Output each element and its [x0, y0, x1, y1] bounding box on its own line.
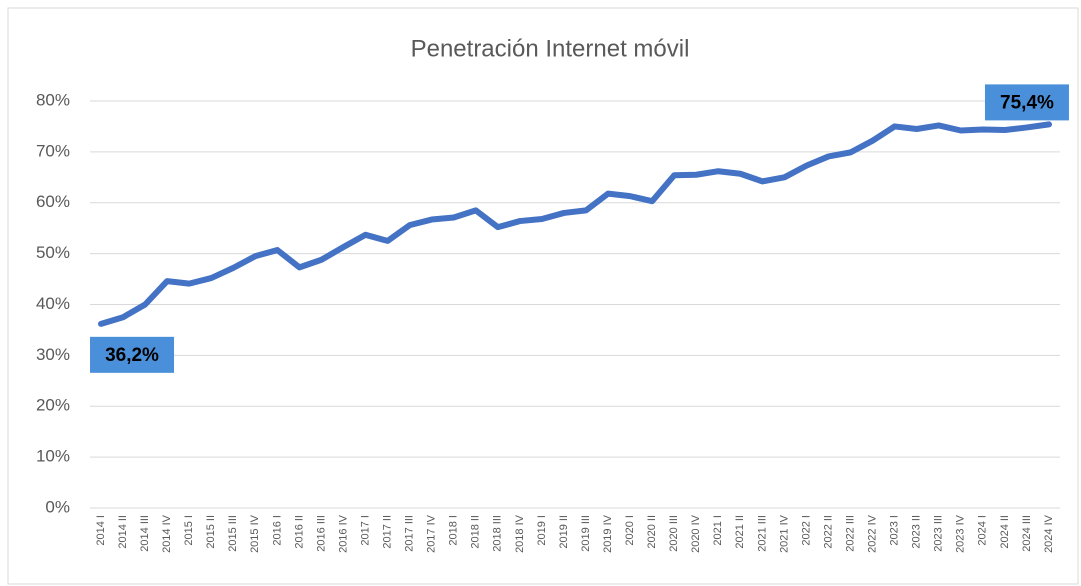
y-tick-label: 70% [36, 141, 70, 160]
data-label: 36,2% [105, 345, 159, 366]
x-tick-label: 2020 III [668, 515, 680, 552]
y-tick-label: 50% [36, 243, 70, 262]
x-tick-label: 2014 I [95, 515, 107, 546]
y-tick-label: 80% [36, 90, 70, 109]
x-tick-label: 2019 II [558, 515, 570, 549]
x-tick-label: 2016 IV [337, 514, 349, 553]
y-tick-label: 20% [36, 396, 70, 415]
x-tick-label: 2023 II [911, 515, 923, 549]
x-tick-label: 2018 II [470, 515, 482, 549]
x-tick-label: 2017 III [404, 515, 416, 552]
x-tick-label: 2024 I [977, 515, 989, 546]
x-tick-label: 2024 II [999, 515, 1011, 549]
x-tick-label: 2019 IV [602, 514, 614, 553]
x-tick-label: 2022 II [822, 515, 834, 549]
x-tick-label: 2024 IV [1043, 514, 1055, 553]
chart-title: Penetración Internet móvil [411, 35, 690, 62]
x-tick-label: 2024 III [1021, 515, 1033, 552]
x-tick-label: 2015 I [183, 515, 195, 546]
x-tick-label: 2022 III [844, 515, 856, 552]
y-tick-label: 60% [36, 192, 70, 211]
data-line [98, 121, 1052, 327]
x-tick-label: 2021 I [712, 515, 724, 546]
x-tick-label: 2015 III [227, 515, 239, 552]
data-label: 75,4% [1000, 92, 1054, 113]
x-tick-label: 2020 II [646, 515, 658, 549]
x-tick-label: 2016 I [271, 515, 283, 546]
x-tick-label: 2022 I [800, 515, 812, 546]
x-tick-label: 2018 I [448, 515, 460, 546]
x-tick-label: 2016 II [293, 515, 305, 549]
x-tick-label: 2023 III [933, 515, 945, 552]
x-tick-label: 2017 IV [426, 514, 438, 553]
x-tick-label: 2014 III [139, 515, 151, 552]
x-tick-label: 2020 IV [690, 514, 702, 553]
x-tick-label: 2018 III [492, 515, 504, 552]
x-tick-label: 2021 II [734, 515, 746, 549]
x-tick-label: 2014 IV [161, 514, 173, 553]
x-tick-label: 2016 III [315, 515, 327, 552]
x-tick-label: 2014 II [117, 515, 129, 549]
x-tick-label: 2021 IV [778, 514, 790, 553]
x-tick-label: 2015 II [205, 515, 217, 549]
x-tick-label: 2019 I [536, 515, 548, 546]
x-tick-label: 2021 III [756, 515, 768, 552]
x-tick-label: 2023 I [889, 515, 901, 546]
x-tick-label: 2017 I [359, 515, 371, 546]
x-tick-label: 2023 IV [955, 514, 967, 553]
y-tick-label: 40% [36, 294, 70, 313]
x-tick-label: 2018 IV [514, 514, 526, 553]
x-tick-label: 2017 II [382, 515, 394, 549]
y-tick-label: 30% [36, 345, 70, 364]
x-tick-label: 2015 IV [249, 514, 261, 553]
y-tick-label: 0% [45, 497, 70, 516]
data-label-box [90, 336, 175, 373]
y-tick-label: 10% [36, 447, 70, 466]
data-label-box [984, 84, 1069, 121]
x-tick-label: 2020 I [624, 515, 636, 546]
x-tick-label: 2019 III [580, 515, 592, 552]
chart-frame [7, 7, 1079, 585]
x-tick-label: 2022 IV [867, 514, 879, 553]
